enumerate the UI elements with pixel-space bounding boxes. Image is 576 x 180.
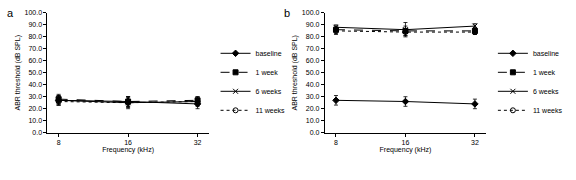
svg-text:b: b — [284, 7, 290, 19]
svg-text:11 weeks: 11 weeks — [533, 107, 563, 114]
svg-text:40.0: 40.0 — [28, 81, 42, 88]
svg-text:60.0: 60.0 — [28, 57, 42, 64]
svg-text:100.0: 100.0 — [302, 9, 320, 16]
svg-text:30.0: 30.0 — [306, 93, 320, 100]
svg-text:6 weeks: 6 weeks — [256, 88, 282, 95]
svg-text:16: 16 — [124, 139, 132, 146]
svg-text:Frequency (kHz): Frequency (kHz) — [380, 146, 432, 154]
svg-text:ABR threshold (dB SPL): ABR threshold (dB SPL) — [14, 35, 22, 110]
svg-text:50.0: 50.0 — [28, 69, 42, 76]
svg-text:ABR threshold (dB SPL): ABR threshold (dB SPL) — [291, 35, 299, 110]
svg-text:10.0: 10.0 — [28, 117, 42, 124]
svg-text:60.0: 60.0 — [306, 57, 320, 64]
svg-text:11 weeks: 11 weeks — [256, 107, 286, 114]
svg-text:90.0: 90.0 — [306, 21, 320, 28]
svg-text:0.0: 0.0 — [32, 129, 42, 136]
svg-text:80.0: 80.0 — [306, 33, 320, 40]
svg-text:baseline: baseline — [256, 50, 282, 57]
svg-text:16: 16 — [402, 139, 410, 146]
svg-text:70.0: 70.0 — [28, 45, 42, 52]
svg-text:Frequency (kHz): Frequency (kHz) — [102, 146, 154, 154]
svg-text:8: 8 — [334, 139, 338, 146]
svg-text:70.0: 70.0 — [306, 45, 320, 52]
svg-text:10.0: 10.0 — [306, 117, 320, 124]
svg-text:40.0: 40.0 — [306, 81, 320, 88]
svg-text:100.0: 100.0 — [25, 9, 43, 16]
svg-text:1 week: 1 week — [533, 69, 556, 76]
svg-text:32: 32 — [471, 139, 479, 146]
svg-text:30.0: 30.0 — [28, 93, 42, 100]
svg-text:20.0: 20.0 — [28, 105, 42, 112]
svg-text:8: 8 — [57, 139, 61, 146]
svg-text:32: 32 — [194, 139, 202, 146]
svg-text:90.0: 90.0 — [28, 21, 42, 28]
svg-text:baseline: baseline — [533, 50, 559, 57]
svg-text:1 week: 1 week — [256, 69, 279, 76]
svg-text:50.0: 50.0 — [306, 69, 320, 76]
svg-text:80.0: 80.0 — [28, 33, 42, 40]
svg-text:0.0: 0.0 — [310, 129, 320, 136]
svg-text:6 weeks: 6 weeks — [533, 88, 559, 95]
svg-text:20.0: 20.0 — [306, 105, 320, 112]
svg-text:a: a — [7, 7, 14, 19]
